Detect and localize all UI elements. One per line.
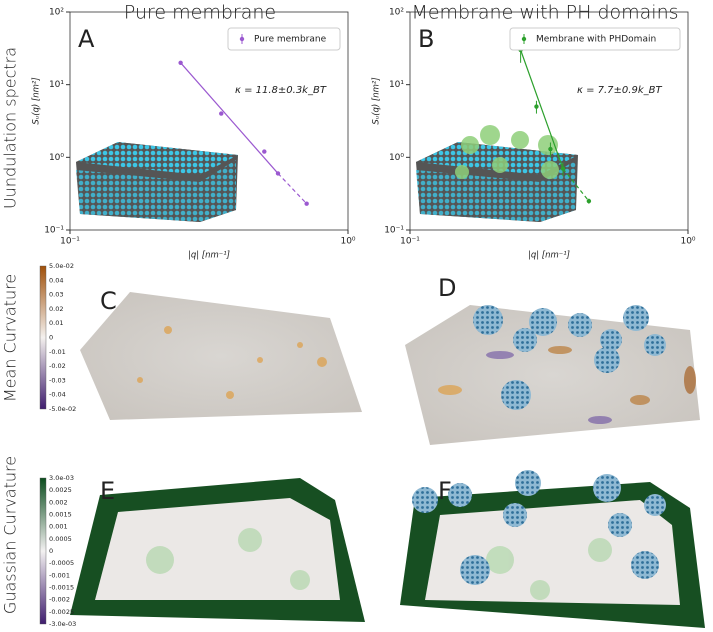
y-tick-label: 10⁻¹ [44, 226, 64, 236]
colorbar [39, 477, 47, 625]
colorbar-tick-label: -0.02 [49, 362, 66, 370]
data-point [548, 146, 553, 152]
column-title: Pure membrane [124, 2, 276, 24]
y-tick-label: 10¹ [49, 80, 64, 90]
surface-spots [438, 346, 696, 424]
colorbar-tick-label: 0.03 [49, 291, 63, 299]
colorbar-tick-label: -0.002 [49, 596, 70, 604]
membrane-render [76, 142, 238, 222]
surface-spots [137, 326, 327, 399]
data-point [219, 111, 224, 116]
colorbar-tick-label: -0.001 [49, 571, 70, 579]
row-label: Mean Curvature [1, 274, 20, 402]
colorbar [39, 265, 47, 410]
legend-label: Pure membrane [254, 35, 327, 45]
panel-label: F [438, 477, 452, 505]
colorbar-tick-label: -0.03 [49, 376, 66, 384]
colorbar-tick-label: -0.0015 [49, 584, 74, 592]
row-label: Uundulation spectra [1, 47, 20, 209]
plot-frame [69, 11, 349, 231]
colorbar-tick-label: 0 [49, 334, 53, 342]
colorbar-tick-label: 0.04 [49, 276, 63, 284]
protein-render [473, 305, 666, 410]
annotation: κ = 11.8±0.3k_BT [235, 85, 327, 96]
colorbar-tick-label: 0.01 [49, 319, 63, 327]
data-point [262, 149, 267, 154]
x-tick-label: 10⁻¹ [400, 237, 420, 247]
y-tick-label: 10² [389, 8, 404, 18]
x-axis-label: |q| [nm⁻¹] [528, 251, 570, 261]
illustrations [70, 125, 705, 628]
colorbar-tick-label: -5.0e-02 [49, 405, 76, 413]
fit-line [277, 173, 308, 205]
panel-label: E [100, 477, 115, 505]
y-tick-label: 10⁻¹ [384, 226, 404, 236]
x-tick-label: 10⁻¹ [60, 237, 80, 247]
x-tick-label: 10⁰ [340, 237, 355, 247]
y-tick-label: 10⁰ [49, 153, 64, 163]
fit-line [180, 62, 279, 174]
panel-label: A [78, 25, 95, 53]
colorbar-tick-label: 0.02 [49, 305, 63, 313]
colorbar-tick-label: 3.0e-03 [49, 474, 74, 482]
legend-marker [239, 36, 245, 42]
panel-label: D [438, 274, 456, 302]
data-point [560, 166, 566, 171]
colorbar-tick-label: -3.0e-03 [49, 620, 76, 628]
y-tick-label: 10¹ [389, 80, 404, 90]
row-label: Guassian Curvature [1, 456, 20, 614]
panel-label: C [100, 287, 117, 315]
x-axis-label: |q| [nm⁻¹] [188, 251, 230, 261]
colorbar-tick-label: -0.0025 [49, 608, 74, 616]
legend-label: Membrane with PHDomain [536, 35, 656, 45]
colorbar-tick-label: 0.002 [49, 498, 68, 506]
y-axis-label: Sᵤ(q) [nm²] [32, 77, 42, 124]
data-point [275, 171, 281, 176]
colorbar-tick-label: 0.0025 [49, 486, 72, 494]
x-tick-label: 10⁰ [680, 237, 695, 247]
legend [227, 27, 341, 51]
surface-render [80, 292, 362, 420]
panel-label: B [418, 25, 434, 53]
data-point [304, 201, 309, 206]
legend-marker [521, 36, 527, 42]
legend [509, 27, 681, 51]
data-point [178, 60, 183, 65]
colorbar-tick-label: -0.04 [49, 391, 66, 399]
data-point [586, 198, 592, 204]
colorbar-tick-label: -0.0005 [49, 559, 74, 567]
protein-render [412, 470, 666, 585]
data-point [534, 104, 539, 109]
surface-render [405, 305, 700, 445]
colorbar-tick-label: 5.0e-02 [49, 262, 74, 270]
colorbar-tick-label: 0 [49, 547, 53, 555]
colorbar-tick-label: 0.0015 [49, 511, 72, 519]
y-axis-label: Sᵤ(q) [nm²] [372, 77, 382, 124]
y-tick-label: 10⁰ [389, 153, 404, 163]
plot-frame [409, 11, 689, 231]
fit-line [520, 49, 564, 169]
column-title: Membrane with PH domains [411, 2, 678, 24]
colorbar-tick-label: -0.01 [49, 348, 66, 356]
membrane-render [416, 125, 578, 222]
colorbar-tick-label: 0.001 [49, 523, 68, 531]
colorbar-tick-label: 0.0005 [49, 535, 72, 543]
y-tick-label: 10² [49, 8, 64, 18]
annotation: κ = 7.7±0.9k_BT [577, 85, 662, 96]
